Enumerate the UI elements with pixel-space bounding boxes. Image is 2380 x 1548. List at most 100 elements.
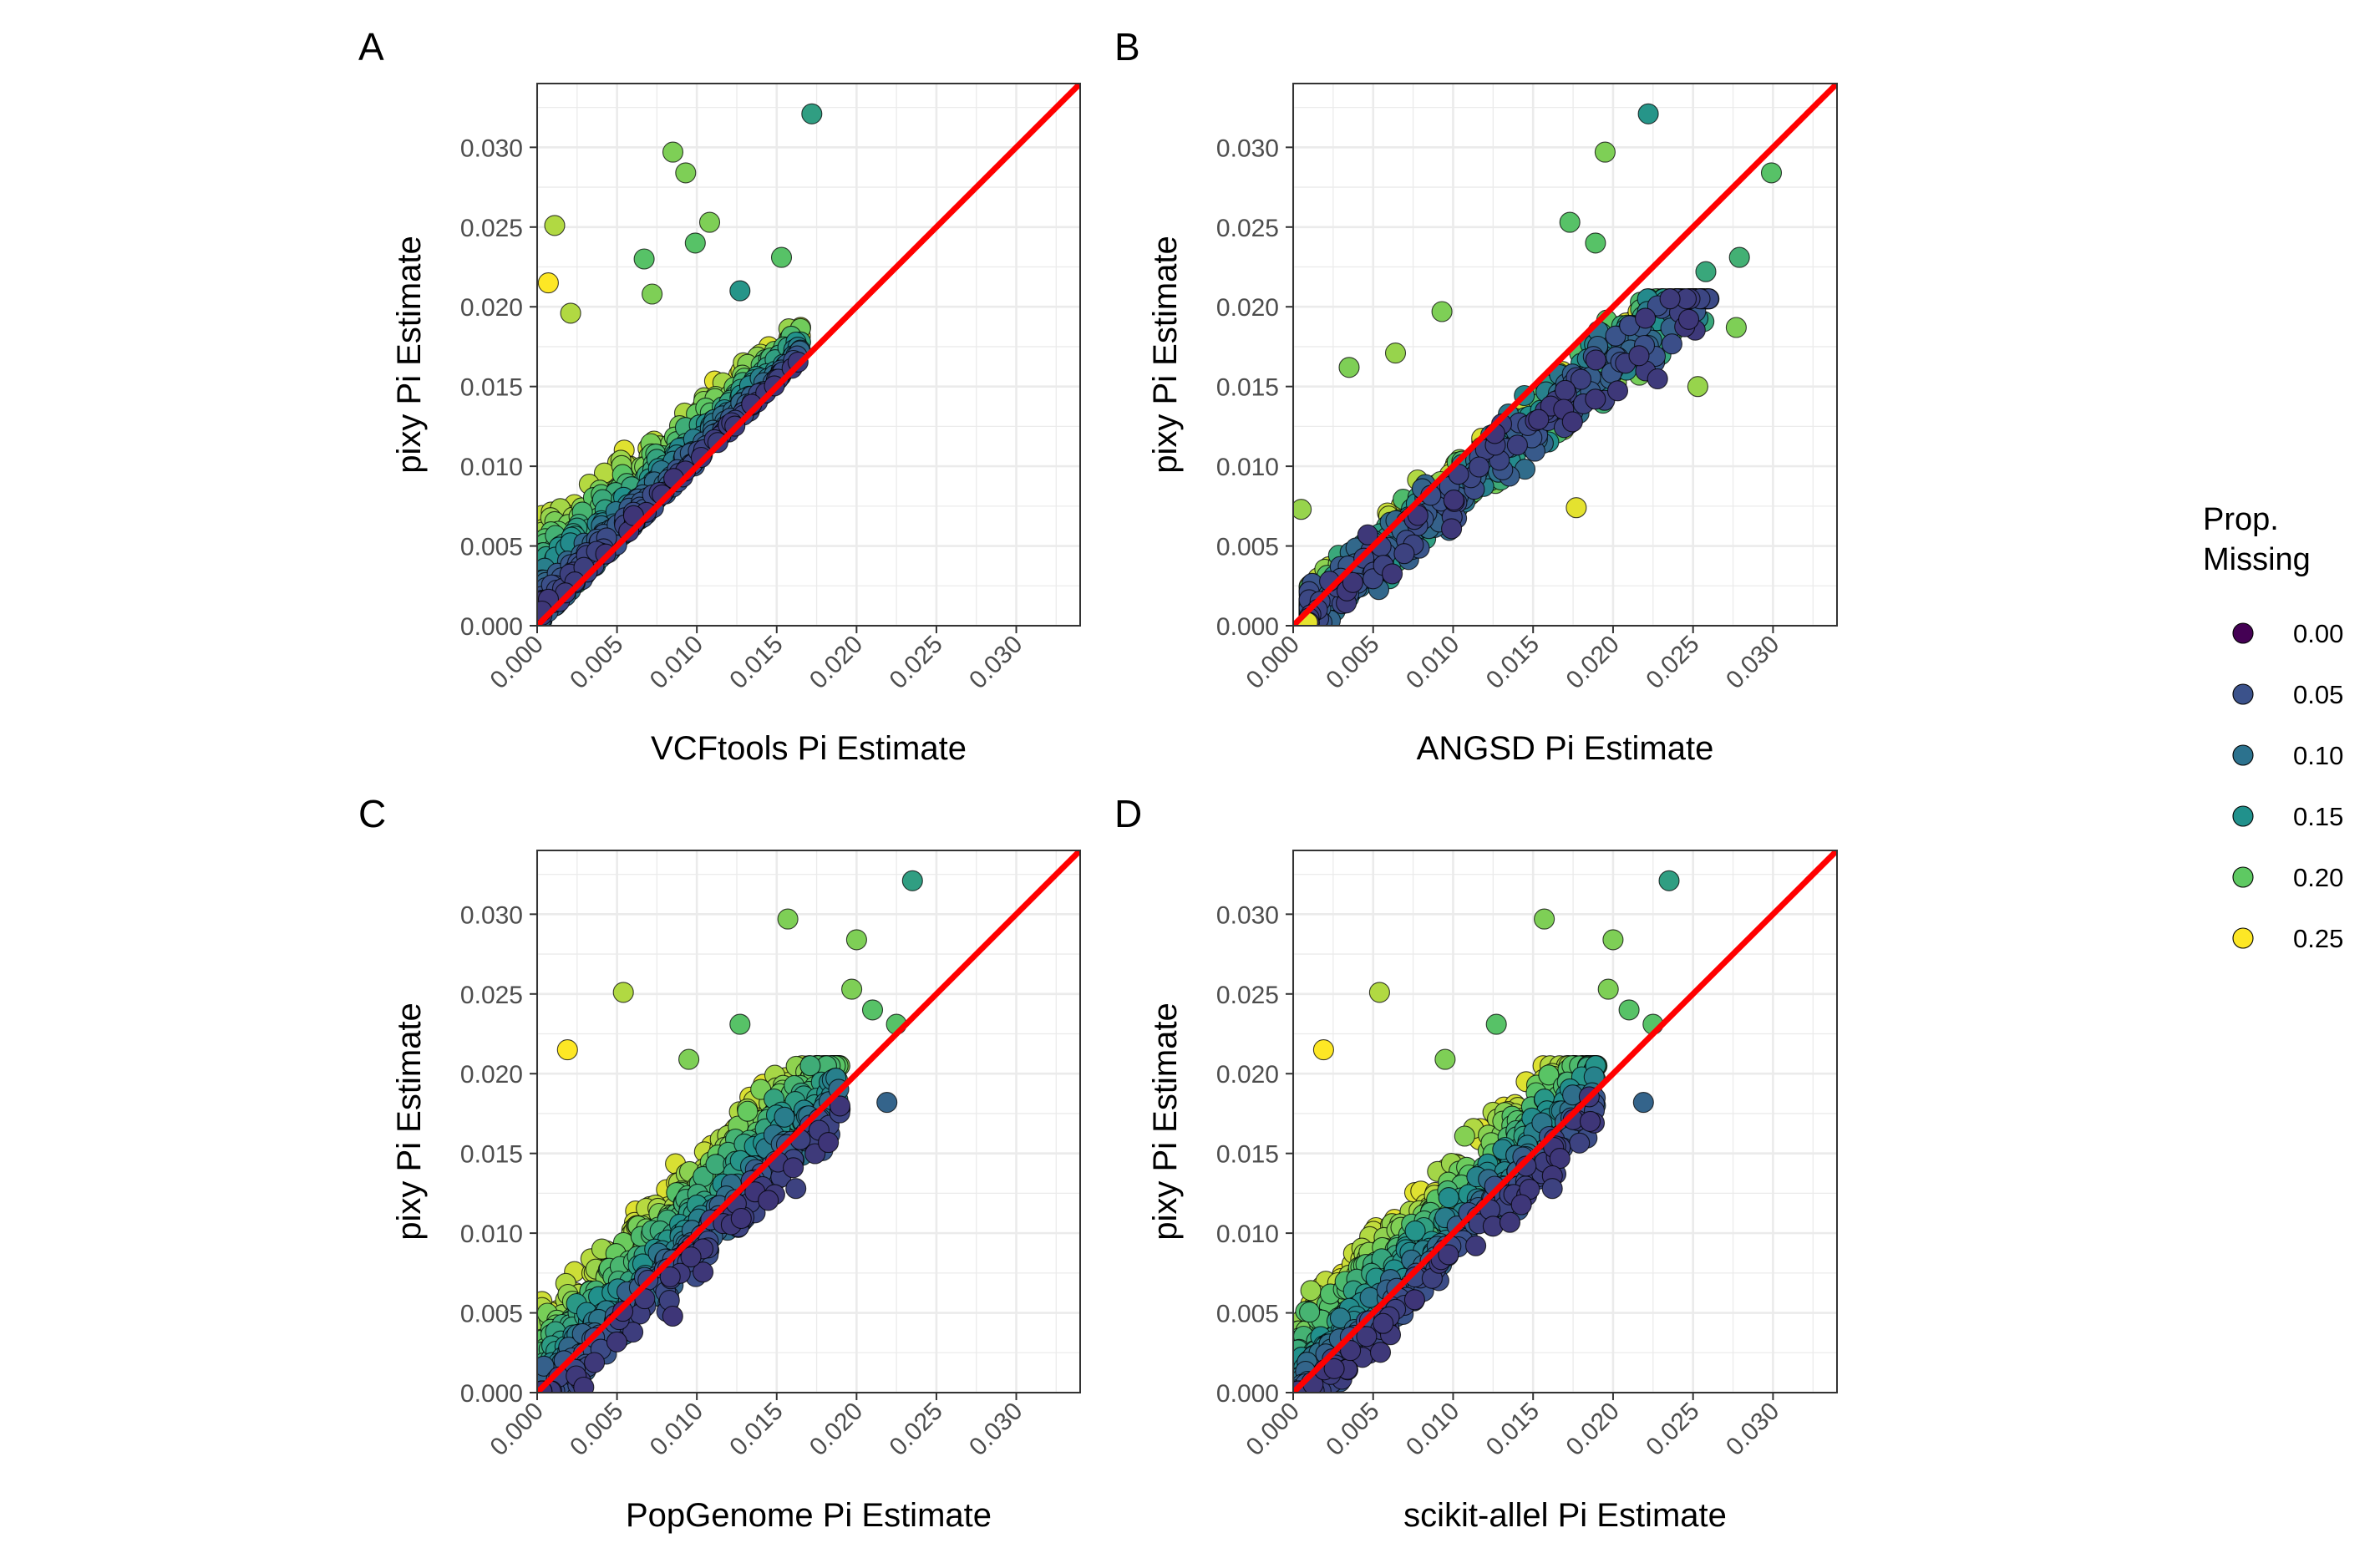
legend-title-line-1: Prop. [2203, 502, 2279, 537]
x-tick-label: 0.020 [804, 631, 868, 694]
data-point [1559, 211, 1581, 233]
y-axis-title: pixy Pi Estimate [1147, 1002, 1184, 1241]
data-point [659, 1266, 681, 1287]
x-tick-label: 0.030 [964, 1398, 1028, 1461]
x-tick-label: 0.030 [1721, 631, 1784, 694]
data-point [1632, 1092, 1654, 1114]
data-point [1637, 103, 1659, 124]
data-point [544, 215, 566, 236]
data-point [680, 1246, 702, 1268]
panel-border [536, 850, 1081, 1393]
x-tick-label: 0.030 [964, 631, 1028, 694]
panel-label: B [1114, 25, 1140, 69]
y-tick-label: 0.030 [1216, 901, 1279, 929]
legend-label: 0.20 [2293, 863, 2343, 892]
data-point [1499, 1211, 1521, 1233]
chart-panels: 0.0000.0050.0100.0150.0200.0250.0300.000… [358, 25, 1838, 1534]
data-point [799, 1055, 821, 1077]
data-point [693, 1261, 714, 1283]
data-point [1606, 380, 1629, 402]
y-tick-label: 0.010 [1216, 1221, 1279, 1248]
y-tick-label: 0.000 [1216, 613, 1279, 641]
data-point [1602, 929, 1624, 951]
panel-label: A [358, 25, 384, 69]
x-tick-label: 0.015 [724, 1398, 788, 1461]
data-point [1431, 301, 1453, 322]
data-point [1438, 1187, 1459, 1209]
x-axis-title: ANGSD Pi Estimate [1417, 730, 1714, 767]
data-point [1368, 982, 1390, 1003]
data-point [1506, 434, 1528, 456]
data-point [556, 1039, 578, 1061]
y-axis-title: pixy Pi Estimate [391, 236, 428, 474]
data-point [1312, 1039, 1334, 1061]
y-tick-label: 0.005 [460, 1301, 523, 1328]
x-tick-label: 0.005 [1321, 1398, 1384, 1461]
legend-key [2232, 683, 2254, 705]
legend-item: 0.10 [2232, 741, 2343, 770]
data-point [1485, 1013, 1507, 1035]
panel-c: 0.0000.0050.0100.0150.0200.0250.0300.000… [358, 792, 1081, 1534]
data-point [678, 1048, 700, 1070]
data-point [841, 978, 863, 1000]
data-point [770, 246, 793, 268]
identity-line [1293, 84, 1837, 626]
legend-label: 0.05 [2293, 680, 2343, 709]
panel-border [536, 83, 1081, 627]
data-point [1438, 1244, 1459, 1266]
data-point [829, 1095, 851, 1117]
legend-key [2232, 866, 2254, 888]
y-tick-label: 0.000 [1216, 1380, 1279, 1408]
data-point [1469, 456, 1490, 478]
y-tick-label: 0.020 [1216, 1061, 1279, 1089]
panel-a: 0.0000.0050.0100.0150.0200.0250.0300.000… [358, 25, 1081, 767]
scatter-points [537, 870, 923, 1393]
data-point [1510, 1194, 1532, 1216]
data-point [1342, 571, 1363, 593]
panel-label: D [1114, 792, 1142, 835]
x-tick-label: 0.025 [884, 1398, 947, 1461]
legend: Prop. Missing 0.00 0.05 0.10 0.15 0.20 0.25 [2203, 502, 2343, 953]
data-point [1597, 978, 1619, 1000]
data-point [1403, 1289, 1425, 1311]
data-point [698, 211, 721, 233]
data-point [612, 982, 634, 1003]
panel-d: 0.0000.0050.0100.0150.0200.0250.0300.000… [1114, 792, 1838, 1534]
data-point [783, 1157, 804, 1179]
data-point [1443, 490, 1464, 511]
data-point [1541, 1178, 1563, 1200]
x-tick-label: 0.015 [1481, 1398, 1545, 1461]
x-tick-label: 0.010 [645, 631, 708, 694]
data-point [1441, 518, 1463, 540]
legend-item: 0.00 [2232, 619, 2343, 648]
legend-key [2232, 805, 2254, 827]
data-point [1569, 1132, 1591, 1154]
data-point [1585, 349, 1606, 371]
x-axis-title: VCFtools Pi Estimate [651, 730, 967, 767]
data-point [1338, 357, 1360, 378]
data-point [1585, 388, 1606, 410]
x-axis-title: scikit-allel Pi Estimate [1403, 1497, 1727, 1534]
data-point [584, 1352, 606, 1373]
data-point [1329, 1307, 1351, 1329]
data-point [729, 280, 751, 302]
data-point [1695, 261, 1717, 282]
data-point [1340, 1340, 1362, 1362]
data-point [1293, 499, 1312, 520]
y-tick-label: 0.015 [460, 1141, 523, 1169]
y-tick-label: 0.025 [460, 982, 523, 1009]
y-tick-label: 0.000 [460, 1380, 523, 1408]
x-tick-label: 0.025 [1641, 1398, 1704, 1461]
y-axis-title: pixy Pi Estimate [391, 1002, 428, 1241]
y-tick-label: 0.000 [460, 613, 523, 641]
data-point [633, 248, 655, 270]
panel-border [1292, 83, 1838, 627]
x-tick-label: 0.020 [1560, 631, 1624, 694]
y-tick-label: 0.015 [460, 374, 523, 402]
data-point [684, 232, 706, 254]
y-axis-title: pixy Pi Estimate [1147, 236, 1184, 474]
y-tick-label: 0.005 [1216, 1301, 1279, 1328]
data-point [730, 1207, 752, 1230]
legend-key [2232, 927, 2254, 949]
x-tick-label: 0.015 [1481, 631, 1545, 694]
